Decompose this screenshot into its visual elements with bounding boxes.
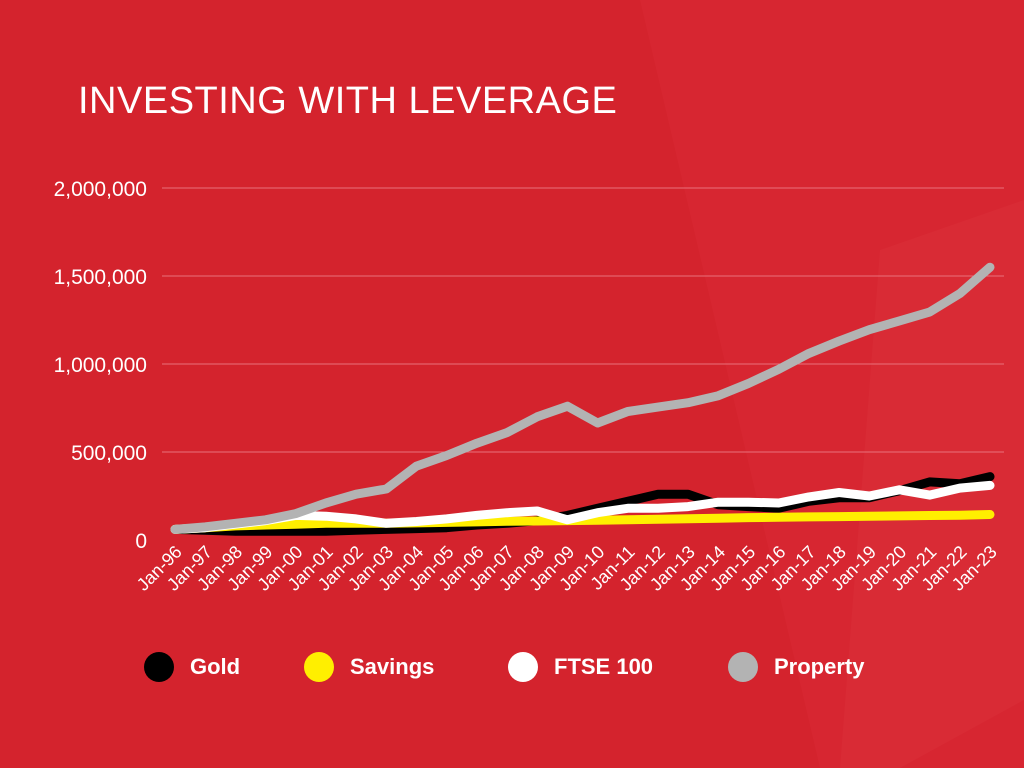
series-lines	[170, 262, 995, 536]
chart-title: INVESTING WITH LEVERAGE	[78, 80, 618, 122]
y-tick-label: 2,000,000	[54, 178, 147, 201]
savings-swatch-icon	[304, 652, 334, 682]
x-axis-ticks: Jan-96Jan-97Jan-98Jan-99Jan-00Jan-01Jan-…	[133, 542, 1001, 595]
legend-label-ftse-100: FTSE 100	[554, 654, 654, 679]
legend-item-property[interactable]: Property	[728, 652, 864, 682]
legend: Gold Savings FTSE 100 Property	[0, 652, 1024, 688]
y-tick-label: 1,000,000	[54, 354, 147, 377]
legend-item-gold[interactable]: Gold	[144, 652, 240, 682]
property-swatch-icon	[728, 652, 758, 682]
series-line-ftse-100	[170, 480, 995, 534]
grid-lines	[162, 187, 1004, 453]
legend-item-savings[interactable]: Savings	[304, 652, 434, 682]
legend-item-ftse-100[interactable]: FTSE 100	[508, 652, 653, 682]
legend-label-savings: Savings	[350, 654, 435, 679]
ftse-100-swatch-icon	[508, 652, 538, 682]
y-tick-label: 500,000	[71, 442, 147, 465]
gold-swatch-icon	[144, 652, 174, 682]
series-line-property	[170, 262, 995, 534]
y-axis-ticks: 0 500,000 1,000,000 1,500,000 2,000,000	[54, 178, 147, 553]
legend-label-property: Property	[774, 654, 865, 679]
legend-label-gold: Gold	[190, 654, 241, 679]
y-tick-label: 1,500,000	[54, 266, 147, 289]
y-tick-label: 0	[135, 530, 147, 553]
